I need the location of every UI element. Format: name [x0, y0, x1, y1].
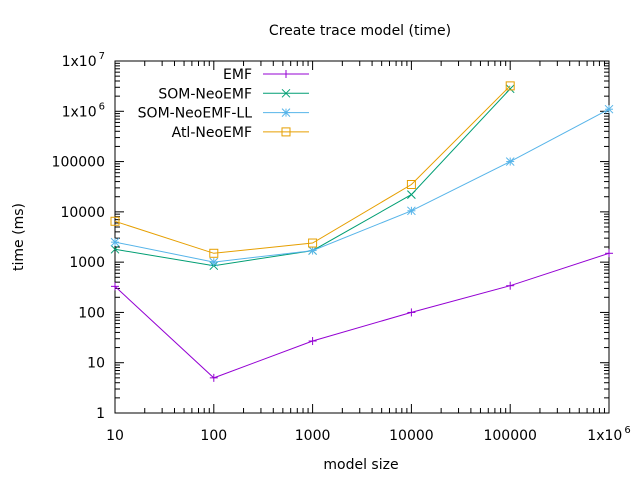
- chart-title: Create trace model (time): [269, 23, 451, 39]
- series-line-atl-neoemf: [114, 85, 511, 254]
- data-point-atl-neoemf: [505, 81, 515, 91]
- y-tick-label: 100000: [52, 155, 105, 171]
- legend-item-atl-neoemf: Atl-NeoEMF: [172, 125, 309, 141]
- data-point-emf: [308, 337, 317, 346]
- x-tick-label: 10000: [389, 428, 434, 444]
- series-line-emf: [114, 252, 610, 379]
- x-axis-label: model size: [323, 457, 398, 473]
- data-point-som-neoemf-ll: [505, 157, 515, 166]
- data-point-som-neoemf: [505, 84, 515, 94]
- data-point-atl-neoemf: [308, 238, 318, 248]
- legend-label: Atl-NeoEMF: [172, 125, 252, 141]
- data-point-atl-neoemf: [110, 216, 120, 226]
- y-tick-label: 100: [78, 305, 105, 321]
- x-tick-label: 1x10 6: [587, 425, 630, 444]
- x-tick-label: 10: [106, 428, 124, 444]
- series-line-som-neoemf-ll: [114, 108, 610, 263]
- legend-item-som-neoemf: SOM-NeoEMF: [158, 86, 309, 102]
- data-point-som-neoemf: [407, 190, 416, 199]
- legend-item-som-neoemf-ll: SOM-NeoEMF-LL: [138, 106, 309, 122]
- data-point-emf: [605, 249, 613, 258]
- series-atl-neoemf: [110, 81, 515, 258]
- data-point-som-neoemf: [110, 244, 120, 254]
- x-tick-label: 100000: [483, 428, 536, 444]
- legend-marker: [281, 108, 291, 117]
- data-point-som-neoemf-ll: [308, 246, 317, 255]
- legend-marker: [282, 70, 290, 78]
- y-axis-label: time (ms): [11, 203, 27, 271]
- data-point-emf: [111, 282, 119, 291]
- x-tick-label: 1000: [295, 428, 331, 444]
- legend-label: SOM-NeoEMF-LL: [138, 106, 253, 122]
- data-point-som-neoemf-ll: [407, 206, 416, 216]
- y-tick-label: 1000: [69, 255, 105, 271]
- data-point-emf: [209, 373, 218, 382]
- data-point-atl-neoemf: [209, 248, 219, 258]
- y-tick-label: 1x10 7: [62, 51, 105, 70]
- data-point-som-neoemf-ll: [110, 237, 120, 247]
- legend-item-emf: EMF: [223, 67, 309, 83]
- data-point-som-neoemf-ll: [209, 257, 219, 267]
- data-point-emf: [506, 281, 515, 290]
- y-tick-label: 1x10 6: [62, 101, 105, 120]
- legend: EMF SOM-NeoEMF SOM-NeoEMF-LL Atl-NeoEMF: [138, 67, 309, 141]
- data-point-som-neoemf-ll: [604, 104, 614, 114]
- y-tick-label: 10000: [60, 205, 105, 221]
- legend-marker: [281, 127, 291, 137]
- series-layer: [110, 81, 614, 382]
- legend-label: EMF: [223, 67, 252, 83]
- x-tick-label: 100: [200, 428, 227, 444]
- data-point-atl-neoemf: [406, 179, 416, 189]
- y-tick-label: 1: [96, 406, 105, 422]
- ticks-layer: 10 100 1000 10000 100000 1x10 6110100100010000…: [52, 51, 631, 444]
- legend-marker: [281, 88, 291, 98]
- series-emf: [111, 249, 613, 382]
- data-point-emf: [407, 308, 416, 317]
- series-som-neoemf-ll: [110, 104, 614, 267]
- plot-frame: [114, 60, 610, 414]
- legend-label: SOM-NeoEMF: [158, 86, 252, 102]
- y-tick-label: 10: [87, 356, 105, 372]
